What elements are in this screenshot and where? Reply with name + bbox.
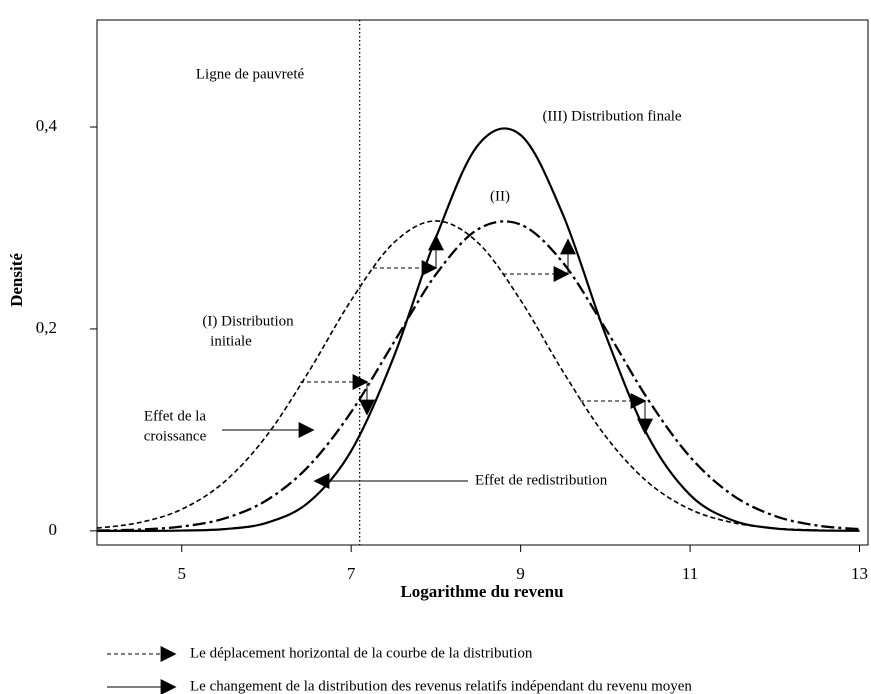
density-curve	[96, 220, 860, 532]
effect-arrows	[107, 234, 653, 694]
y-tick-label: 0	[49, 520, 58, 539]
annotation: (II)	[490, 188, 510, 204]
legend-note: Le déplacement horizontal de la courbe d…	[190, 645, 533, 661]
annotation: Ligne de pauvreté	[196, 66, 305, 82]
density-curve	[96, 127, 860, 532]
x-tick-label: 11	[682, 564, 698, 583]
x-tick-label: 7	[347, 564, 356, 583]
annotation: Effet de la	[144, 408, 207, 424]
y-tick-label: 0,2	[36, 318, 57, 337]
annotation: initiale	[210, 333, 252, 349]
annotation: Effet de redistribution	[475, 472, 608, 488]
x-tick-label: 13	[851, 564, 868, 583]
y-axis-title: Densité	[7, 253, 26, 307]
density-curve	[96, 220, 860, 532]
legend-note: Le changement de la distribution des rev…	[190, 678, 692, 694]
annotation: (III) Distribution finale	[542, 108, 681, 124]
annotation: (I) Distribution	[202, 313, 294, 329]
plot-frame	[96, 19, 869, 546]
x-tick-label: 5	[177, 564, 186, 583]
x-tick-label: 9	[516, 564, 525, 583]
x-axis-title: Logarithme du revenu	[400, 582, 563, 601]
annotation: croissance	[144, 428, 207, 444]
y-tick-label: 0,4	[36, 116, 58, 135]
